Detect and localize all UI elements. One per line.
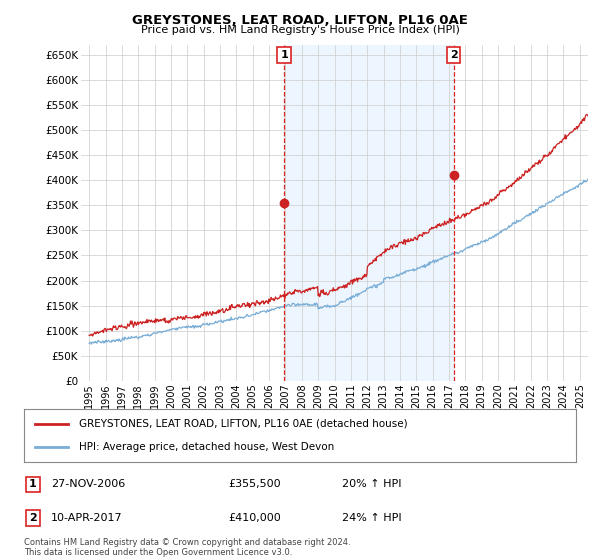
Text: GREYSTONES, LEAT ROAD, LIFTON, PL16 0AE (detached house): GREYSTONES, LEAT ROAD, LIFTON, PL16 0AE … xyxy=(79,419,408,429)
Text: 20% ↑ HPI: 20% ↑ HPI xyxy=(342,479,401,489)
Text: Price paid vs. HM Land Registry's House Price Index (HPI): Price paid vs. HM Land Registry's House … xyxy=(140,25,460,35)
Bar xyxy=(284,45,454,381)
Text: 2: 2 xyxy=(29,513,37,523)
Text: £410,000: £410,000 xyxy=(228,513,281,523)
Text: 24% ↑ HPI: 24% ↑ HPI xyxy=(342,513,401,523)
Text: 1: 1 xyxy=(280,50,288,60)
Text: GREYSTONES, LEAT ROAD, LIFTON, PL16 0AE: GREYSTONES, LEAT ROAD, LIFTON, PL16 0AE xyxy=(132,14,468,27)
Text: 27-NOV-2006: 27-NOV-2006 xyxy=(51,479,125,489)
Text: 1: 1 xyxy=(29,479,37,489)
Text: 2: 2 xyxy=(449,50,457,60)
Text: 10-APR-2017: 10-APR-2017 xyxy=(51,513,122,523)
Text: Contains HM Land Registry data © Crown copyright and database right 2024.
This d: Contains HM Land Registry data © Crown c… xyxy=(24,538,350,557)
Text: £355,500: £355,500 xyxy=(228,479,281,489)
Text: HPI: Average price, detached house, West Devon: HPI: Average price, detached house, West… xyxy=(79,442,334,452)
